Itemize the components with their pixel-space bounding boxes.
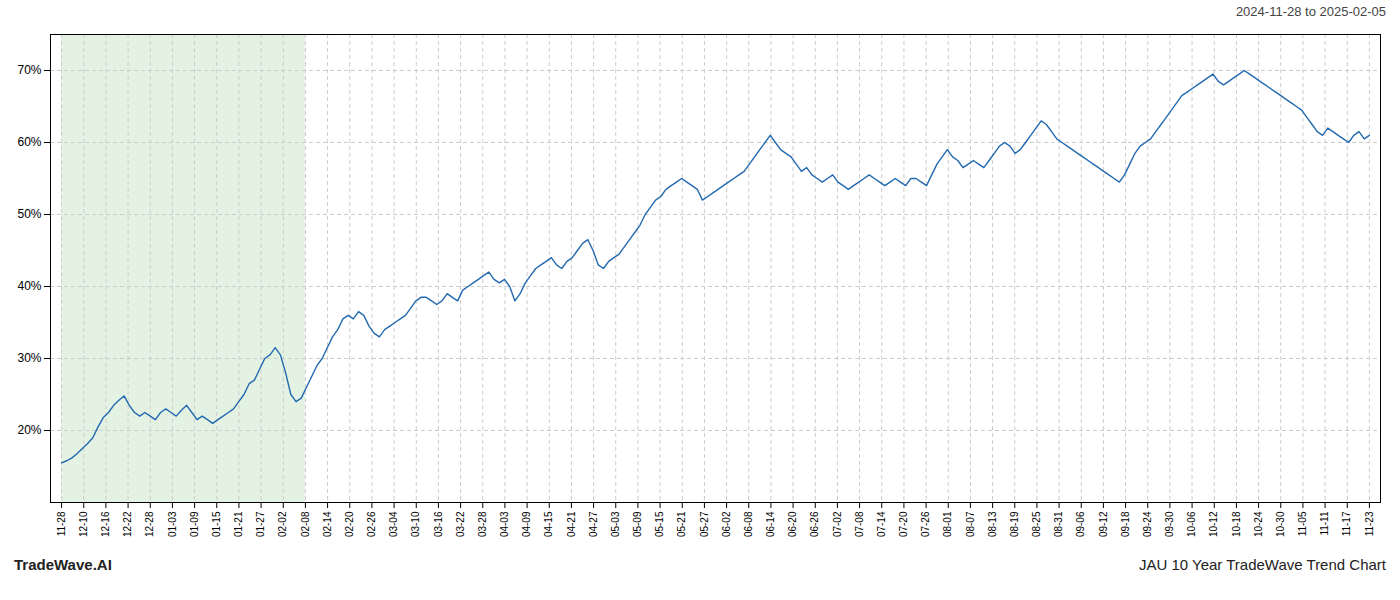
svg-text:07-08: 07-08 [854, 511, 865, 537]
svg-text:05-21: 05-21 [676, 511, 687, 537]
svg-text:06-26: 06-26 [809, 511, 820, 537]
svg-text:12-16: 12-16 [100, 511, 111, 537]
svg-text:60%: 60% [17, 135, 41, 149]
svg-text:04-09: 04-09 [521, 511, 532, 537]
svg-text:06-14: 06-14 [765, 511, 776, 537]
svg-text:04-27: 04-27 [588, 511, 599, 537]
svg-text:03-10: 03-10 [410, 511, 421, 537]
svg-text:10-18: 10-18 [1231, 511, 1242, 537]
svg-text:08-01: 08-01 [942, 511, 953, 537]
svg-text:03-28: 03-28 [477, 511, 488, 537]
svg-text:09-18: 09-18 [1120, 511, 1131, 537]
svg-text:02-26: 02-26 [366, 511, 377, 537]
svg-text:02-02: 02-02 [277, 511, 288, 537]
svg-text:04-03: 04-03 [499, 511, 510, 537]
html-text:JAU 10 Year TradeWave Trend Ch: JAU 10 Year TradeWave Trend Chart [1138, 556, 1386, 573]
svg-text:08-25: 08-25 [1031, 511, 1042, 537]
svg-text:03-04: 03-04 [388, 511, 399, 537]
svg-text:40%: 40% [17, 279, 41, 293]
svg-text:01-03: 01-03 [167, 511, 178, 537]
svg-text:11-17: 11-17 [1341, 511, 1352, 536]
svg-text:01-27: 01-27 [255, 511, 266, 537]
svg-text:50%: 50% [17, 207, 41, 221]
svg-text:04-21: 04-21 [566, 511, 577, 537]
svg-text:02-20: 02-20 [344, 511, 355, 537]
svg-text:11-28: 11-28 [56, 511, 67, 536]
svg-text:05-27: 05-27 [699, 511, 710, 537]
html-text:2024-11-28 to 2025-02-05: 2024-11-28 to 2025-02-05 [1235, 4, 1386, 19]
svg-text:10-06: 10-06 [1186, 511, 1197, 537]
svg-text:12-28: 12-28 [144, 511, 155, 537]
svg-text:09-06: 09-06 [1075, 511, 1086, 537]
svg-text:02-14: 02-14 [322, 511, 333, 537]
svg-text:04-15: 04-15 [543, 511, 554, 537]
svg-text:05-15: 05-15 [654, 511, 665, 537]
svg-text:06-08: 06-08 [743, 511, 754, 537]
svg-text:02-08: 02-08 [300, 511, 311, 537]
svg-text:07-02: 07-02 [832, 511, 843, 537]
svg-text:03-16: 03-16 [433, 511, 444, 537]
svg-text:05-09: 05-09 [632, 511, 643, 537]
html-text:TradeWave.AI: TradeWave.AI [14, 556, 112, 573]
svg-text:11-23: 11-23 [1364, 511, 1375, 536]
svg-text:09-24: 09-24 [1142, 511, 1153, 537]
svg-text:09-30: 09-30 [1164, 511, 1175, 537]
svg-text:06-02: 06-02 [721, 511, 732, 537]
svg-text:08-07: 08-07 [965, 511, 976, 537]
svg-text:01-09: 01-09 [189, 511, 200, 537]
svg-text:03-22: 03-22 [455, 511, 466, 537]
svg-text:06-20: 06-20 [787, 511, 798, 537]
svg-text:08-19: 08-19 [1009, 511, 1020, 537]
svg-text:10-30: 10-30 [1275, 511, 1286, 537]
svg-text:20%: 20% [17, 423, 41, 437]
svg-text:07-20: 07-20 [898, 511, 909, 537]
svg-text:01-21: 01-21 [233, 511, 244, 537]
svg-text:07-26: 07-26 [920, 511, 931, 537]
svg-text:07-14: 07-14 [876, 511, 887, 537]
svg-text:05-03: 05-03 [610, 511, 621, 537]
svg-text:10-24: 10-24 [1253, 511, 1264, 537]
svg-text:70%: 70% [17, 63, 41, 77]
svg-text:01-15: 01-15 [211, 511, 222, 537]
svg-text:09-12: 09-12 [1098, 511, 1109, 537]
svg-text:11-11: 11-11 [1319, 511, 1330, 536]
svg-text:12-10: 12-10 [78, 511, 89, 537]
svg-text:12-22: 12-22 [122, 511, 133, 537]
svg-text:08-31: 08-31 [1053, 511, 1064, 537]
svg-text:30%: 30% [17, 351, 41, 365]
svg-text:08-13: 08-13 [987, 511, 998, 537]
svg-text:10-12: 10-12 [1208, 511, 1219, 537]
svg-text:11-05: 11-05 [1297, 511, 1308, 536]
